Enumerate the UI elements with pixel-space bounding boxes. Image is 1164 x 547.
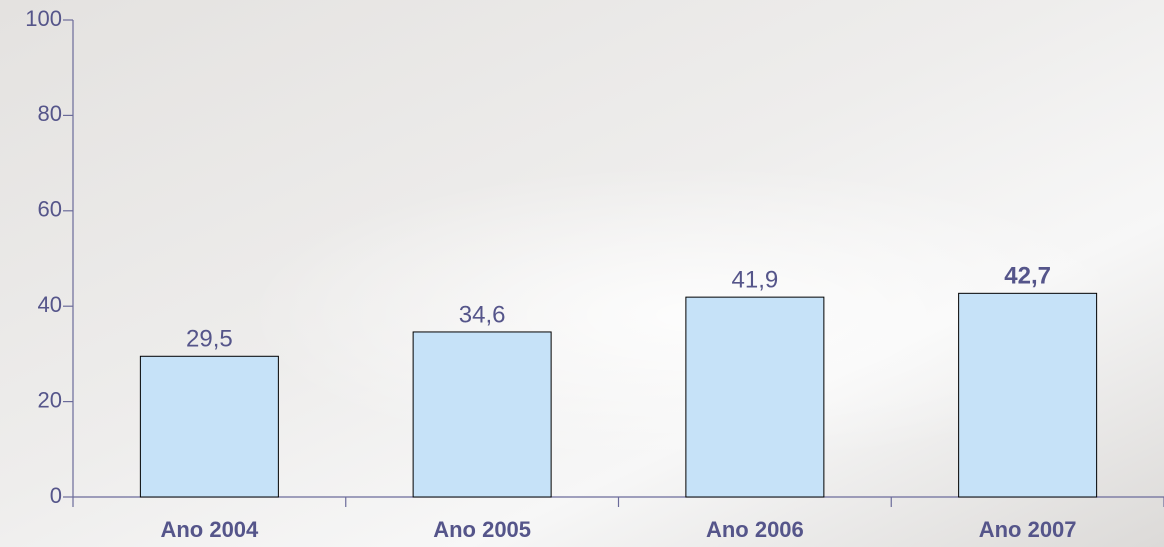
x-tick-label: Ano 2006 <box>706 517 804 542</box>
bar <box>412 331 552 498</box>
value-label: 29,5 <box>186 326 233 353</box>
y-tick-label: 100 <box>25 6 62 31</box>
y-tick-label: 60 <box>38 197 62 222</box>
y-tick-label: 40 <box>38 292 62 317</box>
value-label: 41,9 <box>732 266 779 293</box>
bar <box>139 355 279 498</box>
y-tick-label: 20 <box>38 387 62 412</box>
value-label: 34,6 <box>459 301 506 328</box>
y-tick-label: 80 <box>38 101 62 126</box>
background-glow <box>200 150 1100 450</box>
x-tick-label: Ano 2007 <box>979 517 1077 542</box>
bar <box>958 292 1098 498</box>
y-tick-label: 0 <box>50 483 62 508</box>
x-tick-label: Ano 2004 <box>160 517 259 542</box>
bar <box>685 296 825 498</box>
x-tick-label: Ano 2005 <box>433 517 531 542</box>
value-label: 42,7 <box>1004 263 1051 290</box>
